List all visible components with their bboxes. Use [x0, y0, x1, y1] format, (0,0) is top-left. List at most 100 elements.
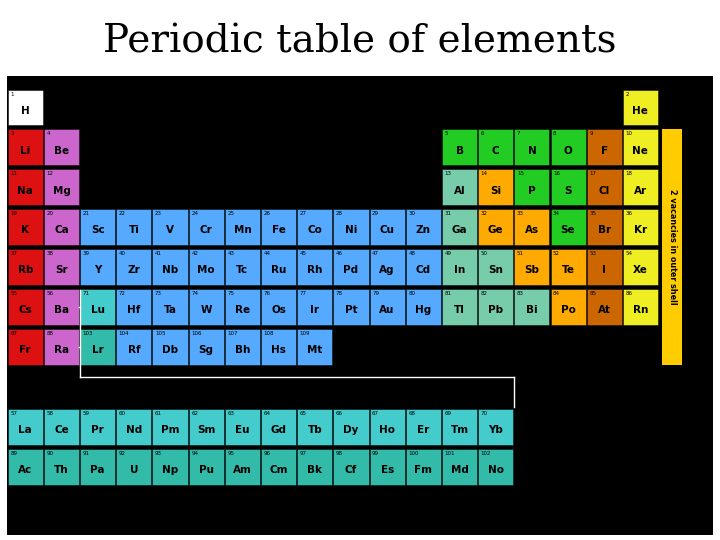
Text: 72: 72 [119, 291, 126, 296]
Text: Ar: Ar [634, 186, 647, 195]
Text: In: In [454, 265, 465, 275]
Text: 8: 8 [553, 131, 557, 137]
Bar [623, 249, 658, 285]
Bar [478, 409, 513, 445]
Text: Db: Db [162, 345, 178, 355]
Text: 27: 27 [300, 211, 307, 217]
Bar [333, 289, 369, 325]
Text: 6: 6 [481, 131, 484, 137]
Text: Lu: Lu [91, 305, 104, 315]
Text: 88: 88 [47, 331, 53, 336]
Text: Sg: Sg [199, 345, 214, 355]
Text: He: He [632, 106, 649, 116]
Text: 9: 9 [589, 131, 593, 137]
Text: 29: 29 [372, 211, 379, 217]
Text: 86: 86 [626, 291, 632, 296]
Bar [442, 249, 477, 285]
Bar [44, 170, 79, 205]
Text: 105: 105 [155, 331, 166, 336]
Bar [478, 289, 513, 325]
Text: No: No [487, 465, 504, 475]
Text: Zr: Zr [127, 265, 140, 275]
Text: 97: 97 [300, 451, 307, 456]
Text: 95: 95 [228, 451, 235, 456]
Text: 84: 84 [553, 291, 560, 296]
Text: Se: Se [561, 226, 575, 235]
Text: 103: 103 [83, 331, 93, 336]
Text: 69: 69 [444, 411, 451, 416]
Text: S: S [564, 186, 572, 195]
Text: 100: 100 [408, 451, 419, 456]
Text: 30: 30 [408, 211, 415, 217]
Text: 2 vacancies in outer shell: 2 vacancies in outer shell [667, 190, 677, 305]
Text: 89: 89 [10, 451, 17, 456]
Text: Ga: Ga [451, 226, 467, 235]
Bar [44, 329, 79, 365]
Text: Np: Np [162, 465, 178, 475]
Text: Li: Li [20, 146, 30, 156]
Text: 66: 66 [336, 411, 343, 416]
Text: Cu: Cu [379, 226, 395, 235]
Text: 77: 77 [300, 291, 307, 296]
Text: 101: 101 [444, 451, 455, 456]
Bar [406, 449, 441, 485]
Bar [587, 210, 622, 245]
Text: Br: Br [598, 226, 611, 235]
Bar [442, 449, 477, 485]
Bar [80, 289, 115, 325]
Bar [333, 449, 369, 485]
Text: 26: 26 [264, 211, 271, 217]
Bar [587, 249, 622, 285]
Text: Co: Co [307, 226, 323, 235]
Text: Cd: Cd [415, 265, 431, 275]
Text: Ge: Ge [488, 226, 503, 235]
Text: 11: 11 [10, 171, 17, 177]
Bar [44, 210, 79, 245]
Text: 96: 96 [264, 451, 271, 456]
Bar [297, 289, 333, 325]
Text: 21: 21 [83, 211, 90, 217]
Text: 32: 32 [481, 211, 487, 217]
Text: 82: 82 [481, 291, 487, 296]
Text: 14: 14 [481, 171, 487, 177]
Bar [225, 210, 260, 245]
Bar [225, 329, 260, 365]
Text: 57: 57 [10, 411, 17, 416]
Text: B: B [456, 146, 464, 156]
Text: 61: 61 [155, 411, 162, 416]
Bar [80, 329, 115, 365]
Bar [587, 130, 622, 165]
Text: 5: 5 [444, 131, 448, 137]
Bar [369, 409, 405, 445]
Text: Cm: Cm [269, 465, 288, 475]
Text: 107: 107 [228, 331, 238, 336]
Bar [551, 170, 585, 205]
Text: 51: 51 [517, 251, 524, 256]
Bar [153, 210, 188, 245]
Bar [189, 289, 224, 325]
Bar [189, 449, 224, 485]
Text: 17: 17 [589, 171, 596, 177]
Text: Al: Al [454, 186, 465, 195]
Text: Sc: Sc [91, 226, 104, 235]
Bar [333, 210, 369, 245]
Text: Ta: Ta [163, 305, 176, 315]
Text: 43: 43 [228, 251, 235, 256]
Text: 92: 92 [119, 451, 126, 456]
Text: 58: 58 [47, 411, 53, 416]
Text: 80: 80 [408, 291, 415, 296]
Bar [442, 409, 477, 445]
Text: Am: Am [233, 465, 252, 475]
Text: Ho: Ho [379, 425, 395, 435]
FancyBboxPatch shape [4, 73, 716, 537]
Bar [369, 210, 405, 245]
Bar [297, 210, 333, 245]
Text: 44: 44 [264, 251, 271, 256]
Text: Be: Be [54, 146, 69, 156]
Bar [8, 90, 43, 125]
Bar [478, 210, 513, 245]
Bar [406, 289, 441, 325]
Text: F: F [600, 146, 608, 156]
Text: 104: 104 [119, 331, 130, 336]
Text: Sn: Sn [488, 265, 503, 275]
